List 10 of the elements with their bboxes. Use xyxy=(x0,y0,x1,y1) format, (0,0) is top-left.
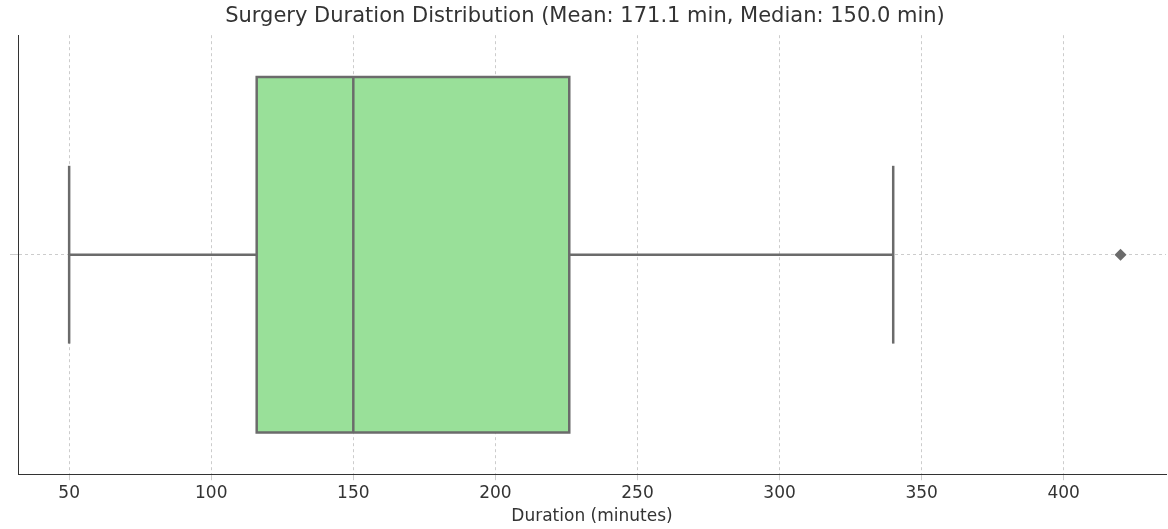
chart-title: Surgery Duration Distribution (Mean: 171.1 min, Median: 150.0 min) xyxy=(225,3,945,28)
x-tick-label: 350 xyxy=(905,481,938,502)
x-tick-label: 250 xyxy=(621,481,654,502)
x-tick-label: 300 xyxy=(763,481,796,502)
x-tick-label: 100 xyxy=(195,481,228,502)
x-tick-label: 200 xyxy=(479,481,512,502)
x-axis-title: Duration (minutes) xyxy=(511,505,673,526)
x-tick-label: 50 xyxy=(58,481,80,502)
x-tick-label: 150 xyxy=(337,481,370,502)
x-tick-label: 400 xyxy=(1047,481,1080,502)
